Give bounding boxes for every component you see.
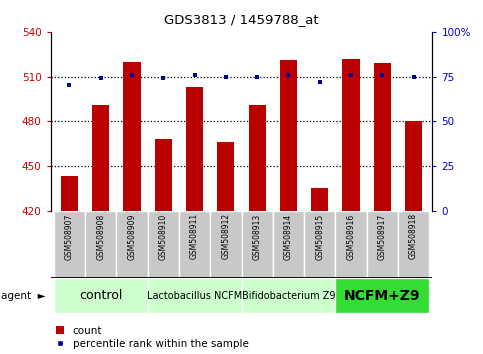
Text: GSM508909: GSM508909 (128, 213, 137, 260)
Bar (54, 278, 148, 313)
Text: GSM508918: GSM508918 (409, 213, 418, 259)
Text: GSM508910: GSM508910 (159, 213, 168, 259)
Bar (116, 211, 148, 278)
Bar (148, 211, 179, 278)
Bar (148, 278, 242, 313)
Text: GSM508917: GSM508917 (378, 213, 387, 259)
Bar (155, 139, 172, 211)
Bar (124, 62, 141, 211)
Bar (405, 121, 422, 211)
Text: GDS3813 / 1459788_at: GDS3813 / 1459788_at (164, 13, 319, 26)
Bar (398, 211, 429, 278)
Text: GSM508913: GSM508913 (253, 213, 262, 259)
Bar (374, 63, 391, 211)
Text: GSM508916: GSM508916 (346, 213, 355, 259)
Text: GSM508912: GSM508912 (221, 213, 230, 259)
Text: Bifidobacterium Z9: Bifidobacterium Z9 (242, 291, 335, 301)
Bar (335, 211, 367, 278)
Bar (342, 59, 359, 211)
Bar (311, 188, 328, 211)
Bar (242, 211, 273, 278)
Text: NCFM+Z9: NCFM+Z9 (344, 289, 421, 303)
Bar (335, 278, 429, 313)
Bar (217, 142, 234, 211)
Bar (367, 211, 398, 278)
Text: GSM508911: GSM508911 (190, 213, 199, 259)
Bar (210, 211, 242, 278)
Bar (242, 278, 335, 313)
Text: GSM508915: GSM508915 (315, 213, 324, 259)
Bar (179, 211, 210, 278)
Bar (249, 105, 266, 211)
Text: GSM508914: GSM508914 (284, 213, 293, 259)
Bar (273, 211, 304, 278)
Text: Lactobacillus NCFM: Lactobacillus NCFM (147, 291, 242, 301)
Legend: count, percentile rank within the sample: count, percentile rank within the sample (56, 326, 248, 349)
Text: control: control (79, 289, 123, 302)
Bar (85, 211, 116, 278)
Bar (61, 176, 78, 211)
Bar (280, 60, 297, 211)
Text: GSM508907: GSM508907 (65, 213, 74, 260)
Bar (304, 211, 335, 278)
Bar (54, 211, 85, 278)
Text: GSM508908: GSM508908 (96, 213, 105, 259)
Bar (92, 105, 109, 211)
Text: agent  ►: agent ► (1, 291, 46, 301)
Bar (186, 87, 203, 211)
